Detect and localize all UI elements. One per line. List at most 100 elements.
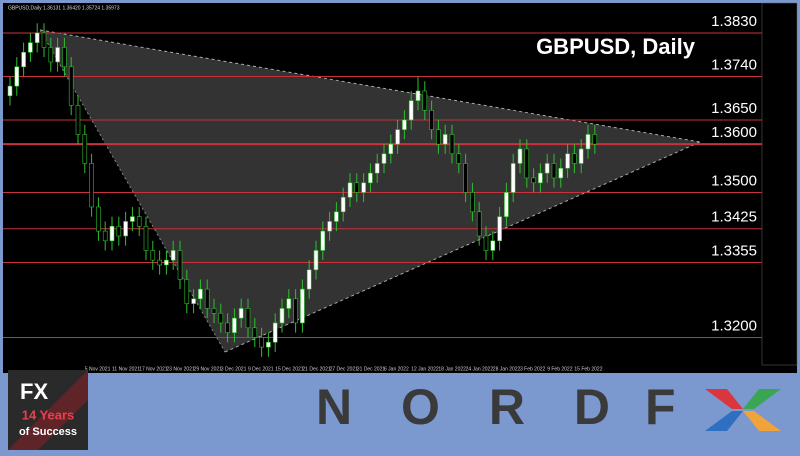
x-tick-label: 9 Feb 2022 <box>547 366 573 372</box>
candle-body <box>198 288 203 300</box>
logo-x-part <box>743 389 781 409</box>
candle-body <box>354 182 360 193</box>
candle-body <box>184 279 190 304</box>
candle-body <box>422 90 428 111</box>
candle-body <box>504 192 509 217</box>
candle-body <box>157 259 162 266</box>
candle-body <box>55 47 60 63</box>
x-tick-label: 24 Jan 2022 <box>466 366 494 372</box>
logo-text: F <box>645 379 676 435</box>
chart-title: GBPUSD, Daily <box>536 34 696 59</box>
candle-body <box>381 153 387 164</box>
candle-body <box>300 288 305 324</box>
candle-body <box>34 32 40 43</box>
candle-body <box>442 134 448 145</box>
x-tick-label: 17 Nov 2021 <box>139 366 168 372</box>
candle-body <box>347 182 353 198</box>
x-tick-label: 27 Dec 2021 <box>330 366 359 372</box>
badge: FX 14 Years of Success <box>8 370 88 450</box>
candle-body <box>150 250 156 261</box>
x-tick-label: 29 Nov 2021 <box>194 366 223 372</box>
candle-body <box>544 163 550 174</box>
candle-body <box>578 148 584 164</box>
level-label: 1.3600 <box>711 124 757 141</box>
badge-years: 14 Years <box>22 407 75 422</box>
candle-body <box>327 221 332 232</box>
candle-body <box>483 235 489 251</box>
candle-body <box>266 341 271 348</box>
candle-body <box>75 105 81 135</box>
candle-body <box>510 163 516 193</box>
candle-body <box>306 269 312 290</box>
x-tick-label: 23 Nov 2021 <box>166 366 195 372</box>
candle-body <box>245 308 251 329</box>
candle-body <box>551 163 557 179</box>
candle-body <box>225 322 230 333</box>
candle-body <box>116 225 122 237</box>
candle-body <box>252 327 258 338</box>
candle-body <box>531 177 536 184</box>
candle-body <box>259 337 264 348</box>
badge-sub: of Success <box>19 426 77 438</box>
candle-body <box>517 148 523 164</box>
candle-body <box>238 308 244 319</box>
x-tick-label: 21 Dec 2021 <box>302 366 331 372</box>
candle-body <box>313 250 319 271</box>
level-label: 1.3200 <box>711 317 757 334</box>
candle-body <box>130 216 135 222</box>
candle-body <box>191 298 196 304</box>
candle-body <box>136 216 142 227</box>
candle-body <box>170 250 176 261</box>
x-tick-label: 18 Jan 2022 <box>438 366 466 372</box>
candle-body <box>109 225 115 242</box>
x-tick-label: 11 Nov 2021 <box>112 366 140 372</box>
candle-body <box>102 230 108 242</box>
candle-body <box>361 182 366 193</box>
logo-x-part <box>743 411 781 431</box>
candle-body <box>565 153 570 169</box>
candle-body <box>279 308 285 324</box>
candle-body <box>340 196 346 213</box>
badge-stripe <box>8 370 88 450</box>
candle-body <box>476 211 482 237</box>
candle-body <box>123 221 128 237</box>
logo-x-part <box>705 389 743 409</box>
candle-body <box>470 192 475 213</box>
candle-body <box>334 211 339 222</box>
x-tick-label: 31 Dec 2021 <box>357 366 386 372</box>
x-tick-label: 6 Jan 2022 <box>384 366 409 372</box>
candle-body <box>572 153 577 164</box>
candle-body <box>585 134 591 150</box>
candle-body <box>177 250 183 280</box>
level-label: 1.3830 <box>711 13 757 30</box>
candle-body <box>449 134 455 155</box>
level-label: 1.3425 <box>711 209 757 226</box>
badge-fx: FX <box>20 379 48 404</box>
candle-body <box>14 66 20 87</box>
candle-body <box>497 216 502 242</box>
level-label: 1.3740 <box>711 56 757 73</box>
chart-info: GBPUSD,Daily 1.36131 1.36420 1.35724 1.3… <box>8 5 120 11</box>
price-axis <box>761 2 798 366</box>
candle-body <box>232 317 237 333</box>
candle-body <box>592 134 598 145</box>
candle-body <box>368 172 373 184</box>
candle-body <box>68 66 74 106</box>
x-tick-label: 5 Nov 2021 <box>85 366 111 372</box>
candle-body <box>415 90 421 101</box>
candle-body <box>388 143 394 155</box>
x-tick-label: 15 Feb 2022 <box>574 366 602 372</box>
candle-body <box>429 109 434 130</box>
candle-body <box>28 42 33 53</box>
x-tick-label: 3 Feb 2022 <box>520 366 546 372</box>
level-label: 1.3650 <box>711 100 757 117</box>
candle-body <box>211 308 217 314</box>
candle-body <box>204 288 210 309</box>
x-tick-label: 12 Jan 2022 <box>411 366 439 372</box>
candle-body <box>21 51 26 68</box>
candle-body <box>463 163 468 193</box>
candle-body <box>293 298 298 324</box>
candle-body <box>41 32 47 48</box>
candle-body <box>7 85 13 97</box>
